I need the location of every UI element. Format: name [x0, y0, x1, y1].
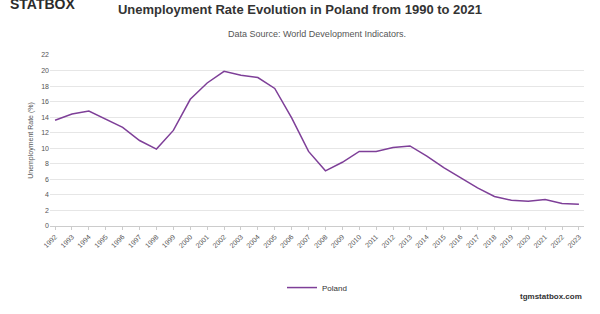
svg-text:Unemployment Rate Evolution in: Unemployment Rate Evolution in Poland fr… — [118, 2, 482, 17]
svg-text:1995: 1995 — [93, 233, 109, 249]
svg-text:2003: 2003 — [228, 233, 244, 249]
svg-text:2008: 2008 — [313, 233, 329, 249]
svg-text:2017: 2017 — [465, 233, 481, 249]
svg-text:2022: 2022 — [549, 233, 565, 249]
svg-text:2: 2 — [45, 207, 49, 214]
svg-text:tgmstatbox.com: tgmstatbox.com — [520, 292, 582, 301]
svg-text:Data Source: World Development: Data Source: World Development Indicator… — [228, 29, 406, 39]
svg-text:1998: 1998 — [144, 233, 160, 249]
svg-text:2020: 2020 — [515, 233, 531, 249]
svg-text:2001: 2001 — [194, 233, 210, 249]
svg-text:2009: 2009 — [330, 233, 346, 249]
svg-text:1993: 1993 — [59, 233, 75, 249]
svg-text:2021: 2021 — [532, 233, 548, 249]
svg-text:20: 20 — [41, 67, 49, 74]
svg-text:16: 16 — [41, 98, 49, 105]
svg-text:1999: 1999 — [161, 233, 177, 249]
svg-text:2023: 2023 — [566, 233, 582, 249]
svg-text:2011: 2011 — [364, 233, 380, 249]
svg-text:2016: 2016 — [448, 233, 464, 249]
svg-text:1992: 1992 — [42, 233, 58, 249]
svg-text:8: 8 — [45, 160, 49, 167]
svg-text:2006: 2006 — [279, 233, 295, 249]
svg-text:2000: 2000 — [177, 233, 193, 249]
svg-text:12: 12 — [41, 129, 49, 136]
svg-text:2004: 2004 — [245, 233, 261, 249]
svg-text:2015: 2015 — [431, 233, 447, 249]
svg-text:2018: 2018 — [482, 233, 498, 249]
svg-text:18: 18 — [41, 83, 49, 90]
svg-text:1996: 1996 — [110, 233, 126, 249]
svg-text:2007: 2007 — [296, 233, 312, 249]
svg-text:2019: 2019 — [499, 233, 515, 249]
svg-text:22: 22 — [41, 51, 49, 58]
svg-text:0: 0 — [45, 222, 49, 229]
svg-text:2012: 2012 — [380, 233, 396, 249]
svg-text:10: 10 — [41, 145, 49, 152]
svg-text:1997: 1997 — [127, 233, 143, 249]
svg-text:STATBOX: STATBOX — [10, 0, 75, 12]
svg-text:2002: 2002 — [211, 233, 227, 249]
svg-text:Unemployment Rate (%): Unemployment Rate (%) — [27, 102, 35, 179]
svg-text:2005: 2005 — [262, 233, 278, 249]
svg-text:14: 14 — [41, 114, 49, 121]
svg-text:4: 4 — [45, 191, 49, 198]
svg-text:Poland: Poland — [322, 284, 347, 293]
svg-text:2013: 2013 — [397, 233, 413, 249]
svg-text:2010: 2010 — [346, 233, 362, 249]
svg-text:2014: 2014 — [414, 233, 430, 249]
svg-text:6: 6 — [45, 176, 49, 183]
svg-text:1994: 1994 — [76, 233, 92, 249]
